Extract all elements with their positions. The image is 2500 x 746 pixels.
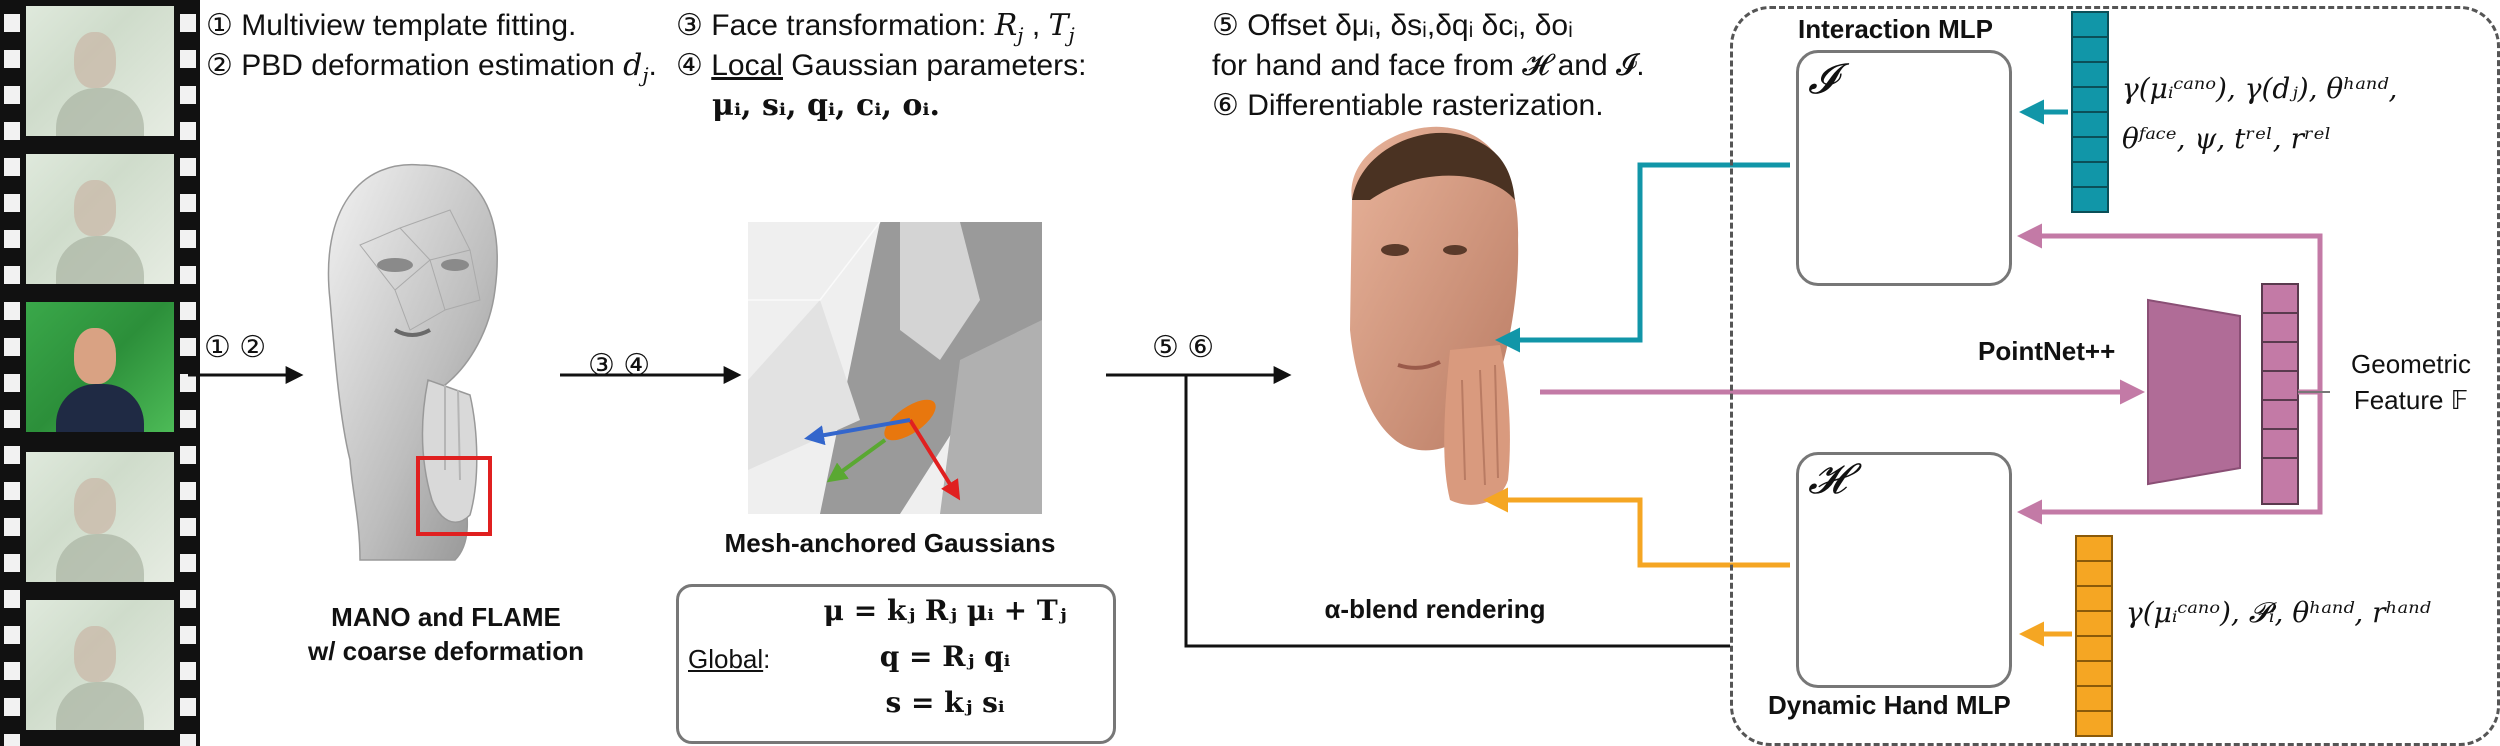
video-frame	[26, 6, 174, 136]
zoom-region-box	[416, 456, 492, 536]
local-gaussian-params: μᵢ, sᵢ, qᵢ, cᵢ, oᵢ.	[712, 88, 940, 123]
pointnet-label: PointNet++	[1978, 336, 2116, 366]
step-2: ② PBD deformation estimation dj.	[206, 48, 657, 87]
video-frame	[26, 600, 174, 730]
gaussians-caption: Mesh-anchored Gaussians	[724, 528, 1056, 558]
step-6: ⑥ Differentiable rasterization.	[1212, 89, 1604, 122]
mano-flame-mesh	[327, 163, 498, 561]
global-eq-rotation: q = Rⱼ qᵢ	[879, 640, 1011, 673]
hand-mlp-symbol: 𝓗	[1808, 454, 1846, 503]
global-transform-box	[676, 584, 1116, 744]
gaussian-zoom-view	[748, 221, 1042, 514]
video-frame-highlighted	[26, 302, 174, 432]
step-3: ③ Face transformation: Rj , Tj	[676, 8, 1075, 47]
arrow-label-steps-1-2: ① ②	[204, 331, 267, 364]
arrow-label-steps-5-6: ⑤ ⑥	[1152, 331, 1215, 364]
global-label: Global:	[688, 644, 771, 674]
rendered-avatar	[1350, 126, 1519, 505]
step-4: ④ Local Gaussian parameters:	[676, 49, 1087, 82]
step-5-continued: for hand and face from 𝓗 and 𝓘.	[1212, 49, 1645, 82]
hand-mlp-box	[1796, 452, 2012, 688]
interaction-input-vector	[2071, 11, 2109, 213]
arrow-label-steps-3-4: ③ ④	[588, 349, 651, 382]
video-filmstrip	[0, 0, 200, 746]
hand-input-vector	[2075, 535, 2113, 737]
hand-inputs: γ(μᵢᶜᵃⁿᵒ), 𝓟ᵢ, θʰᵃⁿᵈ, rʰᵃⁿᵈ	[2126, 596, 2431, 629]
video-frame	[26, 154, 174, 284]
geometric-feature-vector	[2261, 283, 2299, 505]
film-perforations-left	[4, 0, 20, 746]
interaction-inputs-line-1: γ(μᵢᶜᵃⁿᵒ), γ(dⱼ), θʰᵃⁿᵈ,	[2122, 72, 2398, 105]
feature-to-hand-arrow	[2017, 392, 2323, 525]
alpha-blend-caption: α-blend rendering	[1324, 594, 1546, 624]
geometric-feature-label: Geometric Feature 𝔽	[2351, 349, 2471, 415]
mlp-region-dashed	[1730, 6, 2500, 746]
mano-flame-caption: MANO and FLAME w/ coarse deformation	[308, 602, 584, 666]
step-5: ⑤ Offset δμᵢ, δsᵢ,δqᵢ δcᵢ, δoᵢ	[1212, 9, 1573, 42]
hand-mlp-title: Dynamic Hand MLP	[1768, 690, 2011, 720]
interaction-inputs-line-2: θᶠᵃᶜᵉ, ψ, tʳᵉˡ, rʳᵉˡ	[2122, 122, 2332, 155]
interaction-output-arrow	[1495, 162, 1790, 353]
pointnet-block	[2147, 298, 2241, 486]
interaction-mlp-symbol: 𝓘	[1808, 54, 1837, 103]
step-1: ① Multiview template fitting.	[206, 9, 577, 42]
video-frame	[26, 452, 174, 582]
interaction-mlp-box	[1796, 50, 2012, 286]
global-eq-position: μ = kⱼ Rⱼ μᵢ + Tⱼ	[823, 594, 1067, 627]
film-perforations-right	[180, 0, 196, 746]
hand-output-arrow	[1483, 487, 1790, 568]
connector-to-hand-mlp	[1184, 375, 1730, 648]
global-eq-scale: s = kⱼ sᵢ	[885, 686, 1005, 719]
interaction-mlp-title: Interaction MLP	[1798, 14, 1994, 44]
